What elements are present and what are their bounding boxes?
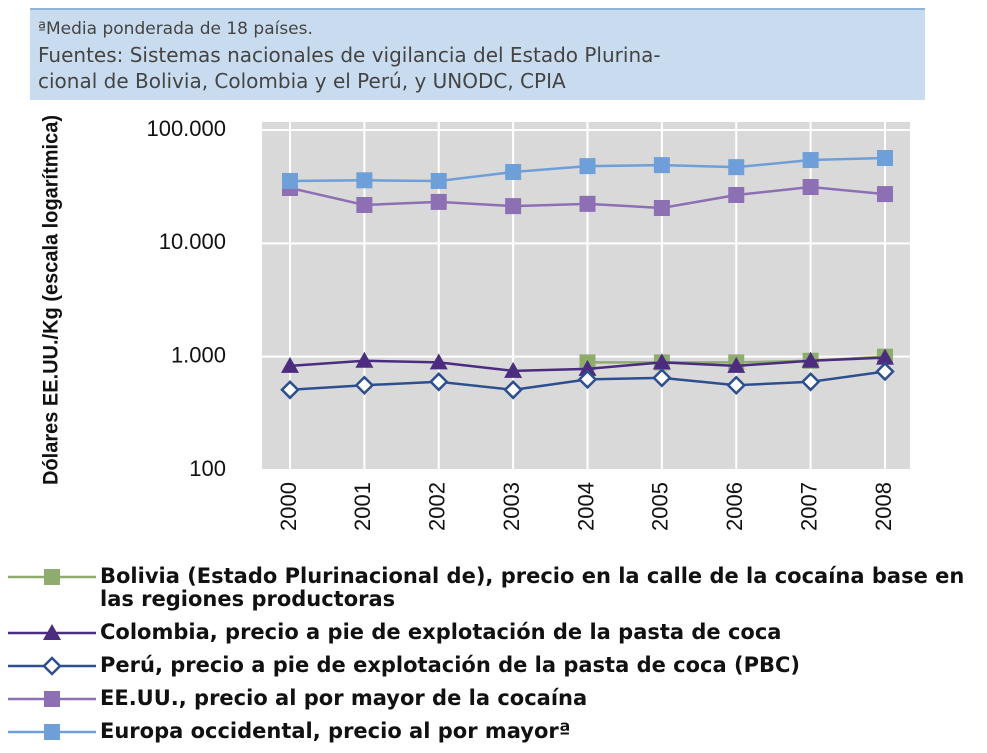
x-tick-label: 2002 (425, 482, 450, 531)
note-box: ªMedia ponderada de 18 países. Fuentes: … (30, 8, 925, 100)
note: Fuentes: Sistemas nacionales de vigilanc… (38, 43, 661, 67)
marker (430, 193, 447, 210)
marker (577, 369, 598, 390)
y-axis-label: Dólares EE.UU./Kg (escala logarítmica) (40, 115, 63, 485)
y-tick-label: 10.000 (159, 229, 226, 254)
marker (578, 359, 597, 376)
marker (282, 172, 298, 189)
legend-label: Perú, precio a pie de explotación de la … (100, 653, 800, 677)
x-tick-label: 2000 (276, 482, 301, 531)
marker (653, 200, 670, 217)
marker (504, 361, 523, 378)
marker (44, 569, 60, 585)
x-tick-label: 2008 (871, 482, 896, 531)
marker (280, 380, 300, 400)
x-tick-label: 2004 (573, 482, 598, 531)
marker (726, 375, 747, 395)
marker (428, 372, 449, 392)
legend-label: Europa occidental, precio al por mayorª (100, 719, 571, 743)
y-tick-label: 100.000 (146, 116, 226, 141)
legend-swatch (8, 624, 96, 640)
note: ªMedia ponderada de 18 países. (38, 19, 313, 39)
x-tick-label: 2006 (722, 482, 747, 531)
marker (877, 150, 893, 167)
x-tick-label: 2001 (350, 482, 375, 531)
marker (728, 159, 745, 176)
marker (430, 172, 447, 189)
marker (653, 157, 670, 174)
marker (802, 152, 819, 169)
marker (354, 375, 375, 395)
marker (652, 353, 671, 370)
marker (429, 353, 448, 370)
marker (42, 656, 62, 676)
marker (43, 624, 61, 640)
legend-swatch (8, 691, 96, 707)
legend-swatch (8, 656, 96, 676)
marker (355, 351, 374, 368)
note: cional de Bolivia, Colombia y el Perú, y… (38, 69, 566, 93)
marker (800, 372, 821, 392)
marker (801, 351, 820, 368)
x-tick-label: 2003 (499, 482, 524, 531)
marker (579, 195, 596, 212)
legend-swatch (8, 569, 96, 585)
legend-item: Europa occidental, precio al por mayorª (0, 720, 987, 743)
marker (728, 186, 745, 203)
y-tick-label: 1.000 (171, 342, 226, 367)
marker (876, 348, 894, 365)
chart: Dólares EE.UU./Kg (escala logarítmica) 1… (40, 115, 910, 531)
legend: Bolivia (Estado Plurinacional de), preci… (0, 565, 987, 753)
marker (44, 724, 60, 740)
marker (281, 356, 299, 373)
marker (505, 164, 522, 181)
legend-swatch (8, 724, 96, 740)
marker (505, 198, 522, 215)
legend-label: Colombia, precio a pie de explotación de… (100, 620, 782, 644)
marker (579, 158, 596, 175)
legend-item: Perú, precio a pie de explotación de la … (0, 654, 987, 677)
legend-label: Bolivia (Estado Plurinacional de), preci… (100, 564, 965, 611)
marker (356, 196, 373, 213)
marker (802, 179, 819, 196)
x-tick-label: 2005 (648, 482, 673, 531)
marker (652, 368, 672, 388)
marker (44, 691, 60, 707)
x-tick-label: 2007 (796, 482, 821, 531)
legend-label: EE.UU., precio al por mayor de la cocaín… (100, 686, 588, 710)
marker (877, 186, 893, 203)
legend-item: Bolivia (Estado Plurinacional de), preci… (0, 565, 987, 611)
marker (727, 356, 746, 373)
y-tick-label: 100 (189, 456, 226, 481)
legend-item: EE.UU., precio al por mayor de la cocaín… (0, 687, 987, 710)
marker (356, 172, 373, 189)
marker (503, 380, 523, 400)
legend-item: Colombia, precio a pie de explotación de… (0, 621, 987, 644)
marker (875, 361, 895, 382)
